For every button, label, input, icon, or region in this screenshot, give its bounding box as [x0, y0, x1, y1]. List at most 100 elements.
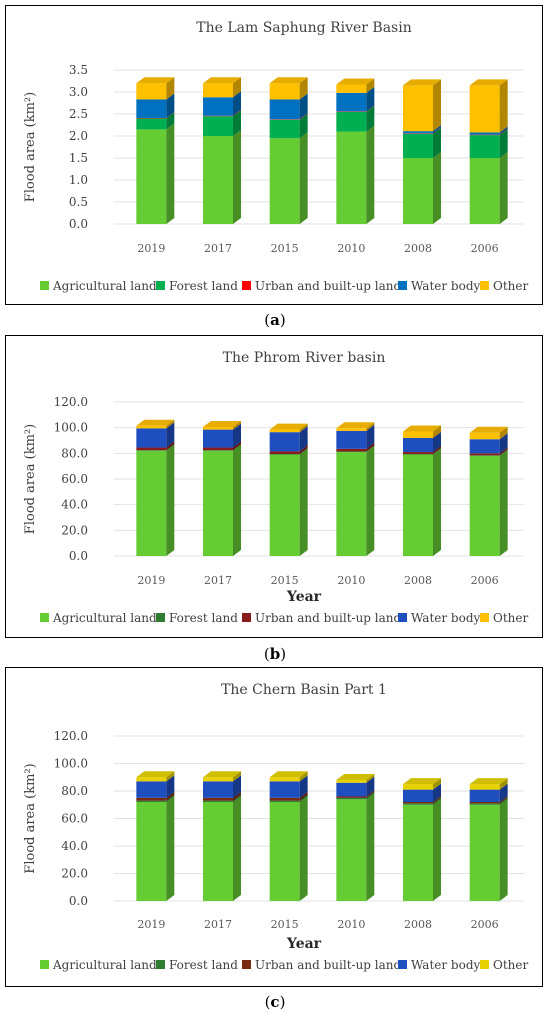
bar-segment: [136, 444, 175, 556]
legend-entry: Other: [480, 279, 528, 293]
legend-label: Agricultural land: [52, 279, 157, 293]
legend-entry: Water body: [398, 279, 481, 293]
bar-segment: [203, 130, 241, 224]
chart-c: The Chern Basin Part 1 0.0 20.0 40.0 60.0 80.…: [23, 682, 528, 972]
bar-segment: [269, 448, 308, 556]
legend-swatch: [156, 960, 165, 969]
legend-entry: Forest land: [156, 611, 238, 625]
y-tick-label: 80.0: [61, 784, 88, 798]
chart-panel-c: The Chern Basin Part 1 0.0 20.0 40.0 60.0 80.…: [5, 667, 543, 987]
y-tick-label: 20.0: [61, 867, 88, 881]
legend-swatch: [40, 613, 49, 622]
bar-segment: [203, 423, 241, 448]
legend-label: Forest land: [169, 279, 238, 293]
bar-segment: [136, 419, 175, 429]
x-tick-label: 2008: [404, 574, 432, 587]
bar-segment: [336, 445, 375, 453]
bar-segment: [336, 125, 375, 224]
y-tick-label: 1.5: [69, 151, 88, 165]
legend-swatch: [40, 960, 49, 969]
bar-segment: [269, 93, 308, 120]
bar-segment: [203, 77, 241, 98]
bar-segment: [136, 422, 175, 448]
bar-segment: [136, 93, 175, 118]
legend-entry: Urban and built-up land: [242, 279, 402, 293]
y-axis-label: Flood area (km²): [23, 92, 38, 202]
legend-swatch: [156, 613, 165, 622]
x-tick-label: 2006: [471, 574, 499, 587]
legend-label: Other: [493, 958, 528, 972]
bar-segment: [136, 796, 175, 901]
x-tick-label: 2019: [137, 918, 165, 931]
legend-swatch: [40, 281, 49, 290]
bar-segment: [336, 790, 375, 798]
bar-segment: [203, 444, 241, 556]
bar-segment: [269, 426, 308, 452]
bar-segment: [469, 426, 508, 440]
bar-segment: [403, 446, 441, 454]
x-tick-label: 2008: [404, 242, 432, 255]
bar-segment: [469, 128, 508, 136]
legend-entry: Urban and built-up land: [242, 958, 402, 972]
bar-segment: [269, 447, 308, 455]
bar-segment: [136, 111, 175, 119]
chart-panel-b: The Phrom River basin 0.0 20.0 40.0 60.0 80.0…: [5, 335, 543, 638]
bar-segment: [203, 441, 241, 451]
y-tick-label: 60.0: [61, 472, 88, 486]
y-tick-label: 20.0: [61, 523, 88, 537]
legend-entry: Urban and built-up land: [242, 611, 402, 625]
x-tick-label: 2015: [271, 574, 299, 587]
bar-segment: [203, 109, 241, 117]
bar-segment: [336, 86, 375, 112]
bar-segment: [469, 433, 508, 454]
bar-segment: [203, 796, 241, 901]
bar-segment: [336, 442, 375, 452]
legend-label: Other: [493, 611, 528, 625]
chart-title: The Lam Saphung River Basin: [196, 20, 412, 36]
legend-swatch: [242, 613, 251, 622]
bar-segment: [469, 449, 508, 556]
bar-segment: [403, 778, 441, 790]
legend-label: Other: [493, 279, 528, 293]
bar-segment: [203, 110, 241, 136]
bar-segment: [136, 444, 175, 451]
bar-segment: [336, 793, 375, 901]
legend-label: Forest land: [169, 958, 238, 972]
y-tick-label: 3.5: [69, 63, 88, 77]
bar-segment: [336, 78, 375, 93]
caption-c: (c): [264, 993, 286, 1011]
bar-segment: [403, 425, 441, 438]
bar-segment: [269, 445, 308, 454]
bar-segment: [469, 778, 508, 790]
bar-segment: [203, 91, 241, 116]
bar-segment: [403, 152, 441, 224]
legend-swatch: [480, 613, 489, 622]
legend-label: Urban and built-up land: [255, 279, 402, 293]
legend-entry: Forest land: [156, 958, 238, 972]
bar-segment: [403, 127, 441, 158]
bar-segment: [203, 771, 241, 782]
bar-segment: [136, 112, 175, 130]
bar-segment: [269, 113, 308, 120]
bar-segment: [203, 444, 241, 451]
bar-segment: [469, 797, 508, 805]
bar-segment: [336, 791, 375, 800]
y-tick-label: 120.0: [54, 729, 88, 743]
legend-label: Urban and built-up land: [255, 958, 402, 972]
chart-title: The Phrom River basin: [223, 350, 386, 366]
legend-entry: Agricultural land: [40, 958, 157, 972]
x-tick-label: 2017: [204, 918, 232, 931]
bar-segment: [136, 441, 175, 451]
legend-swatch: [480, 960, 489, 969]
bar-segment: [336, 105, 375, 112]
y-tick-label: 60.0: [61, 812, 88, 826]
legend-label: Water body: [411, 279, 481, 293]
chart-title: The Chern Basin Part 1: [221, 682, 387, 698]
bar-segment: [203, 794, 241, 802]
bar-segment: [403, 431, 441, 453]
bar-segment: [269, 771, 308, 782]
bar-segment: [469, 796, 508, 804]
x-tick-label: 2010: [337, 574, 365, 587]
x-tick-label: 2006: [471, 242, 499, 255]
bar-segment: [269, 132, 308, 224]
